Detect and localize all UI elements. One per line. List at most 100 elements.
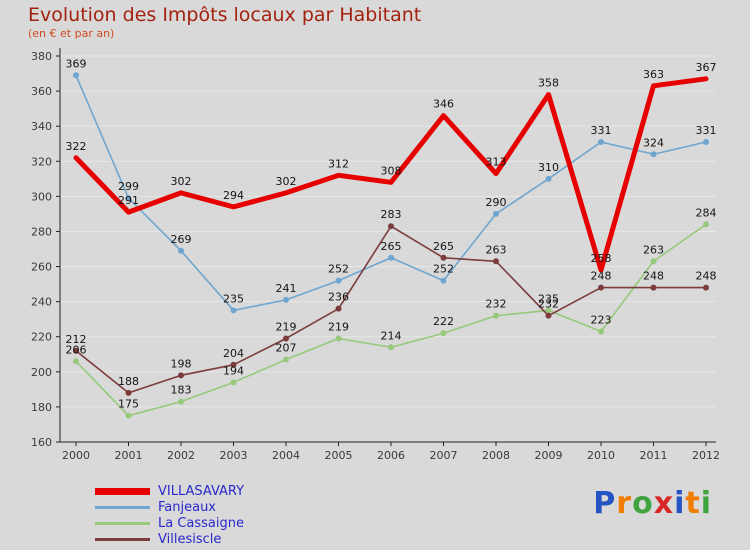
svg-text:310: 310 xyxy=(538,161,559,174)
svg-text:248: 248 xyxy=(696,270,717,283)
svg-text:2003: 2003 xyxy=(220,449,248,462)
svg-text:346: 346 xyxy=(433,98,454,111)
legend-item-fanjeaux: Fanjeaux xyxy=(95,499,244,515)
svg-text:294: 294 xyxy=(223,189,244,202)
svg-text:223: 223 xyxy=(591,313,612,326)
svg-text:204: 204 xyxy=(223,347,244,360)
svg-text:312: 312 xyxy=(328,157,349,170)
svg-text:324: 324 xyxy=(643,136,664,149)
svg-text:160: 160 xyxy=(31,436,52,449)
svg-text:313: 313 xyxy=(486,156,507,169)
svg-text:291: 291 xyxy=(118,194,139,207)
svg-text:248: 248 xyxy=(591,270,612,283)
svg-text:240: 240 xyxy=(31,296,52,309)
svg-text:222: 222 xyxy=(433,315,454,328)
svg-text:235: 235 xyxy=(223,292,244,305)
svg-text:340: 340 xyxy=(31,120,52,133)
svg-text:175: 175 xyxy=(118,398,139,411)
svg-text:283: 283 xyxy=(381,208,402,221)
svg-text:2002: 2002 xyxy=(167,449,195,462)
svg-text:2007: 2007 xyxy=(430,449,458,462)
svg-text:290: 290 xyxy=(486,196,507,209)
svg-text:232: 232 xyxy=(486,298,507,311)
svg-text:183: 183 xyxy=(171,384,192,397)
legend-label: Villesiscle xyxy=(158,531,222,547)
svg-text:263: 263 xyxy=(486,243,507,256)
svg-text:241: 241 xyxy=(276,282,297,295)
svg-text:252: 252 xyxy=(433,263,454,276)
line-chart: 160 180 200 220 240 260 280 300 320 340 360 380 2000… xyxy=(31,48,720,462)
svg-text:263: 263 xyxy=(643,243,664,256)
svg-text:302: 302 xyxy=(276,175,297,188)
svg-text:331: 331 xyxy=(696,124,717,137)
svg-text:2004: 2004 xyxy=(272,449,300,462)
legend-swatch-fanjeaux xyxy=(95,505,150,509)
svg-text:2009: 2009 xyxy=(535,449,563,462)
svg-text:299: 299 xyxy=(118,180,139,193)
svg-text:2005: 2005 xyxy=(325,449,353,462)
svg-text:207: 207 xyxy=(276,342,297,355)
legend-label: Fanjeaux xyxy=(158,499,216,515)
chart-subtitle: (en € et par an) xyxy=(28,27,115,40)
svg-text:198: 198 xyxy=(171,357,192,370)
legend-item-la-cassaigne: La Cassaigne xyxy=(95,515,244,531)
svg-text:331: 331 xyxy=(591,124,612,137)
svg-text:300: 300 xyxy=(31,190,52,203)
svg-text:252: 252 xyxy=(328,263,349,276)
svg-text:2011: 2011 xyxy=(640,449,668,462)
legend-swatch-villasavary xyxy=(95,487,150,495)
logo-letter: r xyxy=(616,486,633,521)
svg-text:2006: 2006 xyxy=(377,449,405,462)
chart-title: Evolution des Impôts locaux par Habitant xyxy=(28,4,422,26)
legend-label: VILLASAVARY xyxy=(158,483,245,499)
svg-text:212: 212 xyxy=(66,333,87,346)
svg-text:235: 235 xyxy=(538,292,559,305)
svg-text:248: 248 xyxy=(643,270,664,283)
svg-text:220: 220 xyxy=(31,331,52,344)
proxiti-logo: Proxiti xyxy=(593,486,712,521)
svg-text:260: 260 xyxy=(31,261,52,274)
svg-text:180: 180 xyxy=(31,401,52,414)
logo-letter: i xyxy=(700,486,712,521)
svg-text:322: 322 xyxy=(66,140,87,153)
svg-text:194: 194 xyxy=(223,364,244,377)
svg-text:284: 284 xyxy=(696,206,717,219)
logo-letter: i xyxy=(674,486,686,521)
svg-text:302: 302 xyxy=(171,175,192,188)
svg-text:219: 219 xyxy=(328,320,349,333)
svg-text:265: 265 xyxy=(433,240,454,253)
legend-swatch-la-cassaigne xyxy=(95,521,150,525)
svg-text:360: 360 xyxy=(31,85,52,98)
logo-letter: x xyxy=(653,486,675,521)
svg-text:369: 369 xyxy=(66,57,87,70)
logo-letter: o xyxy=(632,486,654,521)
svg-text:214: 214 xyxy=(381,329,402,342)
legend-label: La Cassaigne xyxy=(158,515,244,531)
chart-legend: VILLASAVARY Fanjeaux La Cassaigne Villes… xyxy=(95,483,244,547)
svg-text:2010: 2010 xyxy=(587,449,615,462)
svg-text:363: 363 xyxy=(643,68,664,81)
svg-text:380: 380 xyxy=(31,50,52,63)
chart-header: Evolution des Impôts locaux par Habitant… xyxy=(28,4,421,40)
svg-text:2008: 2008 xyxy=(482,449,510,462)
svg-text:2012: 2012 xyxy=(692,449,720,462)
legend-item-villesiscle: Villesiscle xyxy=(95,531,244,547)
svg-text:206: 206 xyxy=(66,343,87,356)
legend-item-villasavary: VILLASAVARY xyxy=(95,483,244,499)
svg-text:232: 232 xyxy=(538,298,559,311)
svg-text:2001: 2001 xyxy=(115,449,143,462)
svg-text:258: 258 xyxy=(591,252,612,265)
svg-text:200: 200 xyxy=(31,366,52,379)
logo-letter: P xyxy=(593,486,617,521)
svg-text:367: 367 xyxy=(696,61,717,74)
svg-text:280: 280 xyxy=(31,225,52,238)
svg-text:269: 269 xyxy=(171,233,192,246)
svg-text:2000: 2000 xyxy=(62,449,90,462)
legend-swatch-villesiscle xyxy=(95,537,150,541)
svg-text:320: 320 xyxy=(31,155,52,168)
svg-text:265: 265 xyxy=(381,240,402,253)
svg-text:219: 219 xyxy=(276,320,297,333)
svg-text:358: 358 xyxy=(538,77,559,90)
logo-letter: t xyxy=(685,486,701,521)
